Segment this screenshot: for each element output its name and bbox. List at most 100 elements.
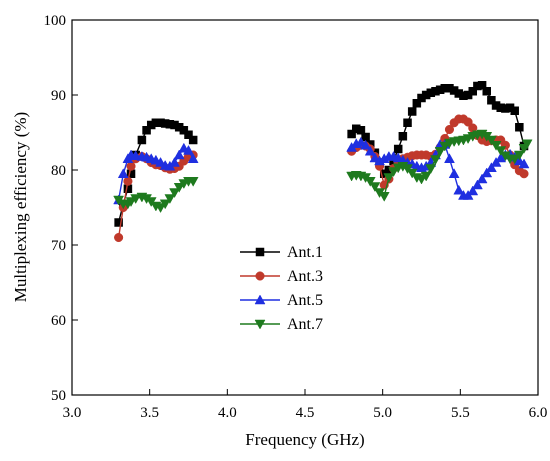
data-point [463, 117, 473, 127]
plot-area [71, 19, 539, 396]
x-tick-label: 3.0 [63, 405, 82, 421]
data-point [142, 126, 151, 135]
legend-label: Ant.1 [287, 244, 323, 261]
data-point [468, 87, 478, 96]
data-point [159, 199, 171, 210]
data-point [187, 153, 199, 163]
x-tick-label: 5.5 [451, 405, 470, 421]
data-point [137, 135, 147, 145]
data-point [173, 183, 185, 193]
data-point [360, 139, 372, 150]
y-tick-label: 60 [51, 313, 66, 329]
data-point [434, 147, 446, 157]
data-point [444, 153, 455, 163]
x-axis: 3.0 3.5 4.0 4.5 5.0 5.5 6.0 [63, 389, 548, 421]
data-point [117, 168, 129, 178]
legend-marker [254, 294, 266, 305]
data-point [519, 169, 529, 179]
data-point [114, 232, 124, 243]
data-point [510, 106, 519, 115]
data-point [485, 162, 497, 172]
plot-frame [71, 19, 539, 396]
x-tick-label: 3.5 [140, 405, 159, 421]
series-ant-5 [113, 136, 530, 205]
series-layer [113, 81, 533, 243]
data-point [420, 171, 432, 182]
data-point [155, 203, 166, 214]
data-point [114, 218, 123, 227]
data-point [521, 139, 533, 150]
data-point [378, 192, 390, 202]
data-point [388, 167, 399, 178]
data-point [481, 167, 493, 178]
data-point [123, 184, 133, 193]
data-point [123, 176, 133, 186]
legend: Ant.1 Ant.3 Ant.5 Ant.7 [240, 244, 323, 333]
data-point [495, 146, 507, 157]
data-point [467, 185, 479, 196]
data-point [430, 155, 441, 166]
data-point [398, 132, 408, 141]
legend-item: Ant.5 [240, 292, 323, 309]
data-point [130, 194, 142, 205]
data-point [403, 118, 412, 127]
y-tick-label: 70 [51, 238, 66, 254]
data-point [173, 149, 185, 160]
legend-item: Ant.3 [240, 268, 323, 285]
legend-label: Ant.7 [287, 316, 323, 333]
data-point [364, 145, 376, 156]
legend-marker [254, 319, 266, 330]
data-point [179, 126, 189, 135]
legend-item: Ant.7 [240, 316, 323, 333]
data-point [169, 156, 180, 167]
data-point [444, 124, 455, 135]
x-tick-label: 6.0 [529, 405, 548, 421]
y-tick-label: 90 [51, 88, 66, 104]
data-point [126, 161, 136, 171]
data-point [509, 154, 521, 165]
data-point [356, 126, 366, 135]
data-point [347, 129, 356, 139]
y-axis: 50 60 70 80 90 100 [44, 13, 78, 404]
data-point [183, 144, 194, 155]
data-point [383, 173, 395, 184]
data-point [490, 141, 502, 151]
data-point [513, 150, 525, 161]
data-point [187, 177, 199, 187]
data-point [515, 123, 524, 132]
y-tick-label: 100 [44, 13, 67, 29]
data-point [485, 135, 497, 146]
data-point [453, 184, 465, 195]
legend-label: Ant.3 [287, 268, 323, 285]
data-point [412, 99, 422, 108]
data-point [364, 177, 376, 187]
legend-label: Ant.5 [287, 292, 323, 309]
data-point [425, 164, 437, 175]
data-point [448, 168, 460, 178]
data-point [369, 182, 381, 193]
data-point [477, 81, 487, 90]
x-tick-label: 5.0 [373, 405, 392, 421]
data-point [169, 188, 180, 199]
x-tick-label: 4.0 [218, 405, 237, 421]
y-tick-label: 80 [51, 163, 66, 179]
data-point [184, 130, 193, 139]
data-point [471, 179, 483, 190]
legend-marker [255, 247, 265, 257]
x-axis-title: Frequency (GHz) [245, 430, 364, 449]
series-ant-7 [113, 129, 533, 214]
data-point [130, 150, 142, 160]
legend-item: Ant.1 [240, 244, 323, 261]
x-tick-label: 4.5 [296, 405, 315, 421]
data-point [518, 158, 530, 169]
data-point [482, 87, 491, 96]
data-point [393, 144, 403, 154]
y-tick-label: 50 [51, 388, 66, 404]
y-axis-title: Multiplexing efficiency (%) [11, 112, 30, 302]
data-point [487, 96, 496, 105]
data-point [188, 135, 198, 145]
data-point [407, 107, 417, 116]
data-point [164, 194, 176, 205]
data-point [476, 173, 488, 184]
